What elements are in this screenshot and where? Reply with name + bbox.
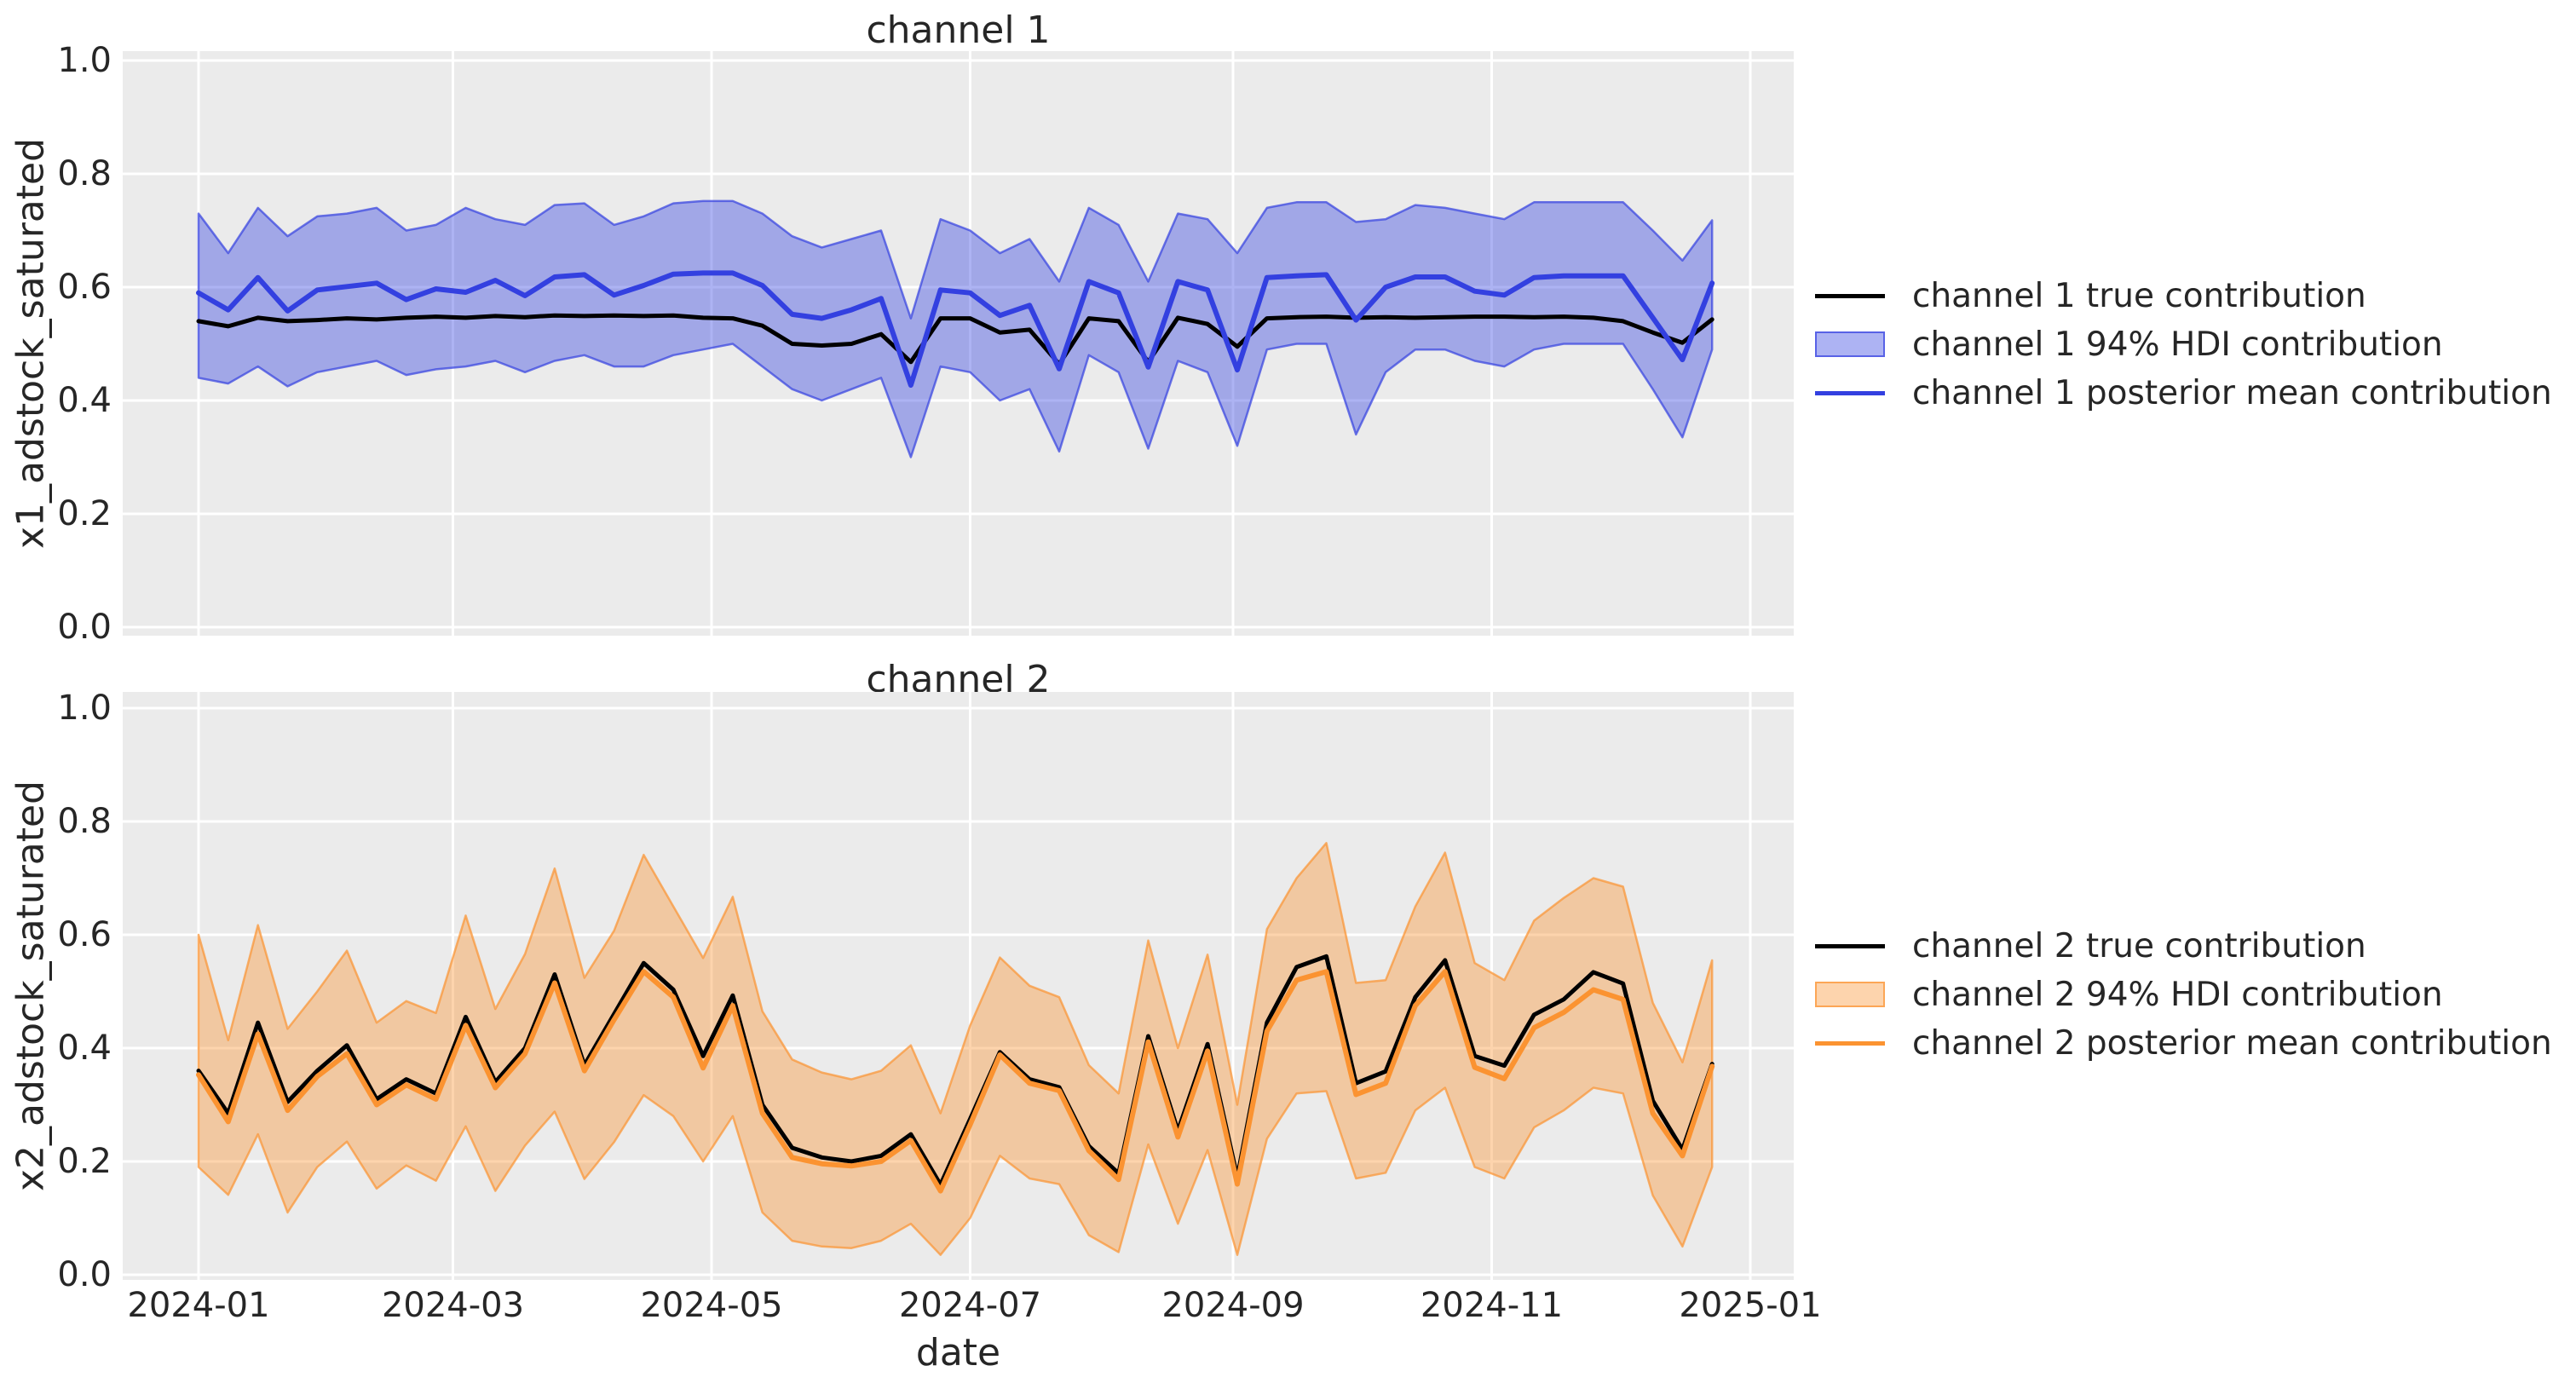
hdi-band: [197, 199, 1714, 458]
x-tick-label: 2024-03: [381, 1286, 525, 1325]
y-tick-label: 0.4: [57, 381, 112, 420]
chart1-title: channel 1: [866, 9, 1051, 52]
legend-item-posterior-mean-line: channel 2 posterior mean contribution: [1815, 1018, 2552, 1068]
plot-background: [123, 51, 1794, 636]
x-tick-label: 2024-05: [640, 1286, 783, 1325]
x-tick-label: 2024-01: [127, 1286, 270, 1325]
y-tick-label: 0.4: [57, 1029, 112, 1068]
y-tick-label: 1.0: [57, 41, 112, 80]
y-tick-label: 0.0: [57, 1255, 112, 1294]
posterior-mean-line-swatch: [1815, 390, 1885, 395]
legend-item-hdi-band: channel 2 94% HDI contribution: [1815, 970, 2443, 1019]
x-axis-label: date: [915, 1331, 1001, 1374]
chart2-canvas: [123, 692, 1794, 1280]
y-tick-label: 0.2: [57, 494, 112, 533]
legend-label: channel 1 true contribution: [1912, 276, 2366, 315]
legend-item-posterior-mean-line: channel 1 posterior mean contribution: [1815, 368, 2552, 418]
hdi-band: [197, 842, 1714, 1256]
posterior-mean-line: [196, 270, 1715, 388]
x-tick-label: 2025-01: [1679, 1286, 1822, 1325]
hdi-band-swatch: [1815, 331, 1885, 357]
posterior-mean-line: [196, 969, 1715, 1194]
y-tick-label: 0.6: [57, 915, 112, 954]
true-line-swatch: [1815, 293, 1885, 298]
chart1-canvas: [123, 51, 1794, 636]
legend-label: channel 1 94% HDI contribution: [1912, 325, 2443, 364]
chart1-plot-area: [123, 51, 1794, 636]
legend-item-hdi-band: channel 1 94% HDI contribution: [1815, 320, 2443, 369]
y-tick-label: 1.0: [57, 689, 112, 728]
chart2-y-axis-label: x2_adstock_saturated: [9, 780, 53, 1192]
chart2-plot-area: [123, 692, 1794, 1280]
legend-label: channel 2 true contribution: [1912, 926, 2366, 965]
legend-item-true-line: channel 2 true contribution: [1815, 921, 2366, 971]
y-tick-label: 0.8: [57, 802, 112, 841]
plot-background: [123, 692, 1794, 1280]
y-tick-label: 0.0: [57, 608, 112, 647]
y-tick-label: 0.2: [57, 1142, 112, 1181]
x-tick-label: 2024-07: [898, 1286, 1042, 1325]
true-line-swatch: [1815, 943, 1885, 948]
x-tick-label: 2024-09: [1161, 1286, 1305, 1325]
x-tick-label: 2024-11: [1420, 1286, 1564, 1325]
legend-label: channel 1 posterior mean contribution: [1912, 373, 2552, 412]
legend-label: channel 2 94% HDI contribution: [1912, 975, 2443, 1014]
chart1-y-axis-label: x1_adstock_saturated: [9, 137, 53, 550]
true-contribution-line: [196, 313, 1714, 366]
y-tick-label: 0.8: [57, 154, 112, 193]
legend-label: channel 2 posterior mean contribution: [1912, 1023, 2552, 1063]
y-tick-label: 0.6: [57, 268, 112, 307]
hdi-band-swatch: [1815, 982, 1885, 1007]
legend-item-true-line: channel 1 true contribution: [1815, 271, 2366, 320]
posterior-mean-line-swatch: [1815, 1040, 1885, 1046]
